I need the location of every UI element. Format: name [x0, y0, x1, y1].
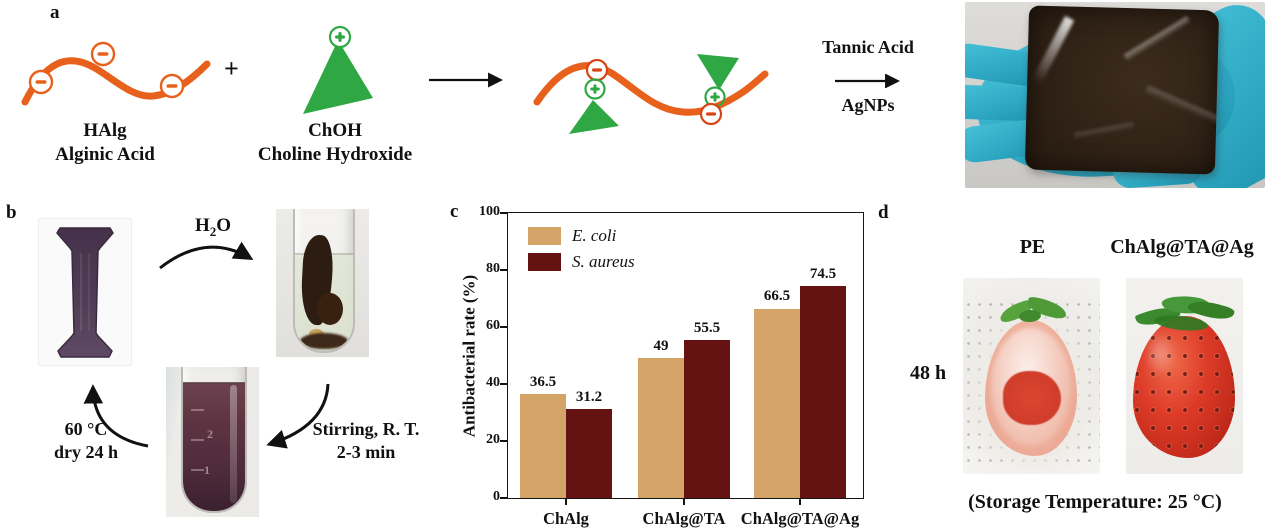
dried-stick-photo	[38, 218, 132, 366]
bar-ChAlg@TA@Ag-S. aureus	[800, 285, 846, 498]
stirring-label-line2: 2-3 min	[336, 442, 396, 462]
minus-charge-icon	[159, 73, 185, 99]
bar-value-label: 36.5	[529, 373, 557, 390]
y-axis-tick	[500, 383, 508, 385]
y-axis-tick	[500, 440, 508, 442]
x-axis-tick	[683, 498, 685, 505]
stirring-label-line1: Stirring, R. T.	[312, 419, 420, 439]
strawberry-highlight	[1144, 330, 1176, 378]
tube-with-film-photo	[276, 209, 369, 357]
plus-charge-icon	[328, 25, 352, 49]
legend-swatch	[528, 253, 561, 271]
bar-value-label: 49	[653, 338, 669, 355]
tube-graduation-2: 2	[207, 427, 213, 441]
complex-polymer-diagram	[533, 54, 769, 134]
h2o-curved-arrow	[159, 241, 254, 270]
legend-label: E. coli	[572, 226, 617, 245]
y-axis-tick	[500, 497, 508, 499]
y-tick-label: 60	[486, 318, 500, 333]
h2o-label: H2O	[194, 215, 232, 239]
y-tick-label: 20	[486, 432, 500, 447]
drying-label-line1: 60 °C	[64, 419, 108, 439]
y-axis-tick	[500, 212, 508, 214]
column1-header: PE	[1019, 236, 1046, 258]
drying-label-line2: dry 24 h	[53, 442, 118, 462]
bar-value-label: 31.2	[575, 389, 603, 406]
tube-liquid	[183, 383, 245, 511]
reactant1-fullname: Alginic Acid	[55, 144, 155, 165]
x-axis-tick	[799, 498, 801, 505]
y-axis-tick	[500, 326, 508, 328]
test-tube	[293, 209, 355, 353]
time-label: 48 h	[909, 362, 947, 384]
choline-triangle-diagram	[303, 25, 373, 114]
y-axis-tick	[500, 269, 508, 271]
minus-charge-icon	[28, 69, 54, 95]
x-category-label: ChAlg	[543, 509, 589, 528]
test-tube: 2 1	[181, 367, 247, 513]
tube-with-solution-photo: 2 1	[166, 367, 259, 517]
chart-legend: E. coli S. aureus	[528, 226, 635, 278]
x-category-label: ChAlg@TA	[642, 509, 726, 528]
x-axis-tick	[565, 498, 567, 505]
moldy-strawberry-photo	[963, 278, 1100, 474]
legend-label: S. aureus	[572, 252, 635, 271]
reactant1-name: HAlg	[83, 120, 127, 141]
exposed-flesh-patch	[1003, 371, 1061, 425]
bar-ChAlg-E. coli	[520, 394, 566, 498]
x-category-label: ChAlg@TA@Ag	[740, 509, 860, 528]
arrow2-top-label: Tannic Acid	[822, 37, 914, 57]
antibacterial-chart: c Antibacterial rate (%) E. coli S. aureu…	[440, 195, 880, 528]
legend-row: S. aureus	[528, 252, 635, 272]
bar-ChAlg@TA@Ag-E. coli	[754, 308, 800, 498]
panel-d-label: d	[878, 202, 889, 223]
storage-caption: (Storage Temperature: 25 °C)	[968, 491, 1222, 513]
sediment	[300, 333, 348, 349]
minus-charge-icon	[699, 102, 723, 126]
reaction-arrow-1	[429, 72, 503, 88]
arrow2-bottom-label: AgNPs	[841, 95, 895, 115]
fresh-strawberry-photo	[1126, 278, 1243, 474]
strawberry-seeds	[1133, 316, 1235, 458]
polymer-chain-curve	[533, 62, 769, 116]
bar-value-label: 55.5	[693, 319, 721, 336]
drying-curved-arrow	[83, 384, 149, 448]
purple-stick	[56, 227, 114, 358]
film-on-glove-photo	[965, 2, 1265, 188]
reactant2-name: ChOH	[308, 120, 362, 141]
y-tick-label: 100	[479, 204, 500, 219]
chart-plot-area: Antibacterial rate (%) E. coli S. aureus …	[460, 204, 864, 528]
film-fragment	[317, 293, 343, 325]
bar-ChAlg@TA-E. coli	[638, 358, 684, 498]
minus-charge-icon	[585, 58, 609, 82]
panel-c-label: c	[450, 201, 459, 222]
panel-b-label: b	[6, 202, 17, 223]
plus-charge-icon	[584, 78, 606, 100]
choline-triangle	[569, 100, 619, 134]
bar-value-label: 66.5	[763, 288, 791, 305]
tube-graduation-1: 1	[204, 463, 210, 477]
y-tick-label: 0	[493, 489, 500, 504]
choline-triangle	[697, 54, 739, 90]
stirring-curved-arrow	[266, 383, 330, 449]
column2-header: ChAlg@TA@Ag	[1110, 236, 1254, 258]
hydrogel-film	[1024, 5, 1220, 175]
y-tick-label: 40	[486, 375, 500, 390]
minus-charge-icon	[90, 41, 116, 67]
legend-row: E. coli	[528, 226, 635, 246]
alginate-polymer-diagram	[21, 41, 211, 106]
plus-operator: +	[224, 54, 239, 83]
y-tick-label: 80	[486, 261, 500, 276]
bar-value-label: 74.5	[809, 265, 837, 282]
y-axis-title: Antibacterial rate (%)	[459, 274, 479, 438]
panel-a-label: a	[50, 2, 60, 23]
bar-ChAlg@TA-S. aureus	[684, 339, 730, 498]
reactant2-fullname: Choline Hydroxide	[257, 144, 413, 165]
legend-swatch	[528, 227, 561, 245]
choline-triangle	[303, 40, 373, 114]
bar-ChAlg-S. aureus	[566, 409, 612, 498]
reaction-arrow-2	[835, 74, 900, 88]
